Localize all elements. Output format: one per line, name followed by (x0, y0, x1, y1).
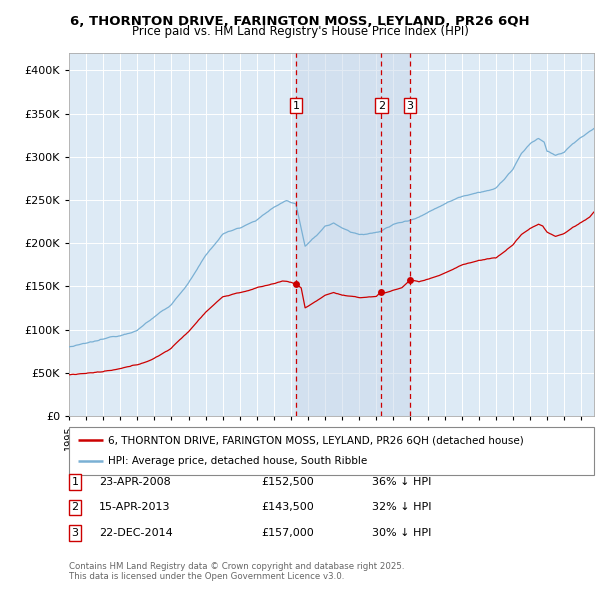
Text: 32% ↓ HPI: 32% ↓ HPI (372, 503, 431, 512)
FancyBboxPatch shape (69, 427, 594, 475)
Text: 3: 3 (407, 101, 413, 111)
Text: 15-APR-2013: 15-APR-2013 (99, 503, 170, 512)
Text: 2: 2 (378, 101, 385, 111)
Text: Contains HM Land Registry data © Crown copyright and database right 2025.: Contains HM Land Registry data © Crown c… (69, 562, 404, 571)
Text: £152,500: £152,500 (261, 477, 314, 487)
Text: HPI: Average price, detached house, South Ribble: HPI: Average price, detached house, Sout… (109, 457, 368, 467)
Text: 23-APR-2008: 23-APR-2008 (99, 477, 171, 487)
Text: 1: 1 (292, 101, 299, 111)
Text: Price paid vs. HM Land Registry's House Price Index (HPI): Price paid vs. HM Land Registry's House … (131, 25, 469, 38)
Text: 6, THORNTON DRIVE, FARINGTON MOSS, LEYLAND, PR26 6QH (detached house): 6, THORNTON DRIVE, FARINGTON MOSS, LEYLA… (109, 435, 524, 445)
Text: 1: 1 (71, 477, 79, 487)
Text: £143,500: £143,500 (261, 503, 314, 512)
Text: 22-DEC-2014: 22-DEC-2014 (99, 528, 173, 537)
Text: 30% ↓ HPI: 30% ↓ HPI (372, 528, 431, 537)
Text: 3: 3 (71, 528, 79, 537)
Text: This data is licensed under the Open Government Licence v3.0.: This data is licensed under the Open Gov… (69, 572, 344, 581)
Bar (296, 53, 410, 416)
Text: 36% ↓ HPI: 36% ↓ HPI (372, 477, 431, 487)
Text: 6, THORNTON DRIVE, FARINGTON MOSS, LEYLAND, PR26 6QH: 6, THORNTON DRIVE, FARINGTON MOSS, LEYLA… (70, 15, 530, 28)
Text: £157,000: £157,000 (261, 528, 314, 537)
Text: 2: 2 (71, 503, 79, 512)
